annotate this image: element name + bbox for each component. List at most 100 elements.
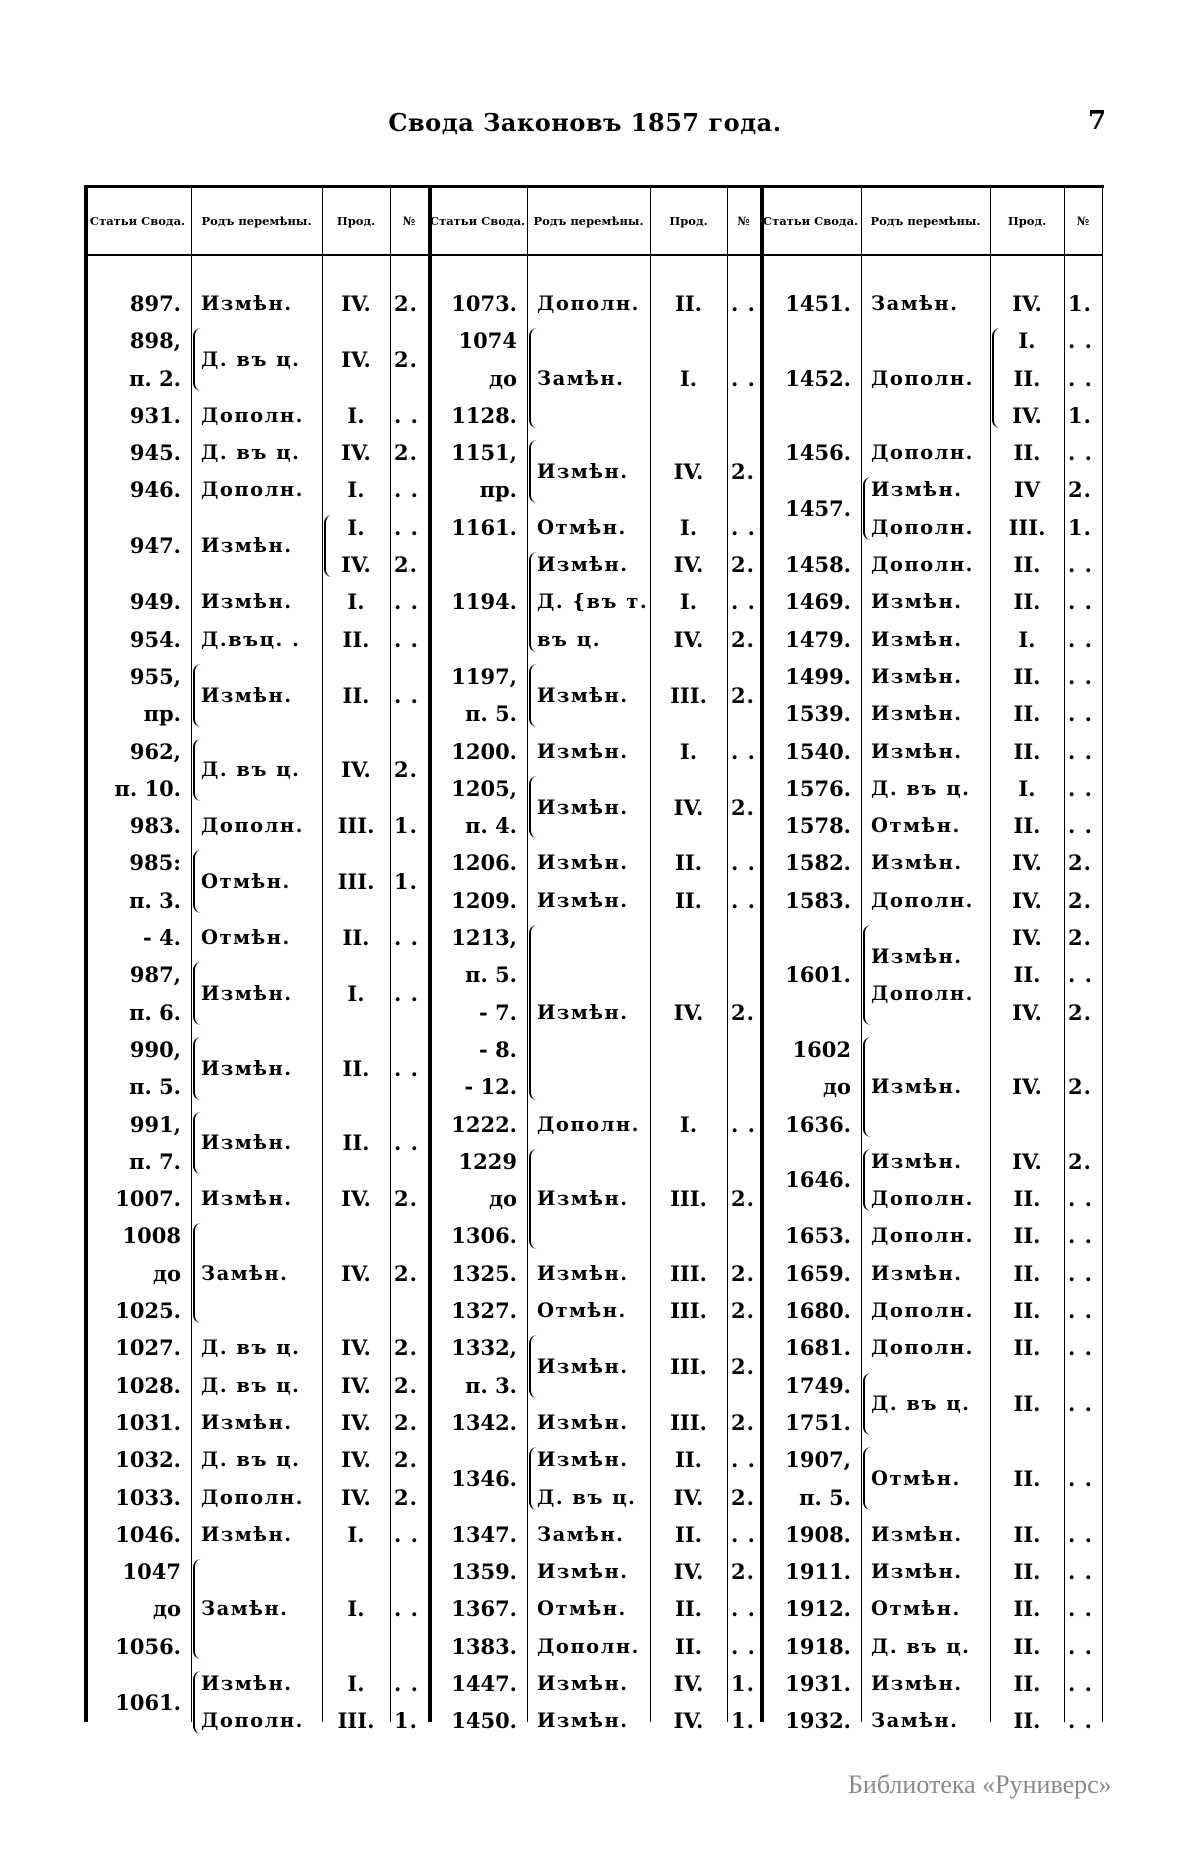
article-cell: - 4.: [84, 919, 191, 956]
article-cell: 1206.: [428, 844, 527, 881]
article-text: 1332,: [451, 1335, 517, 1361]
number-cell: . .: [390, 1031, 428, 1106]
article-cell: 991, п. 7.: [84, 1106, 191, 1181]
brace-icon: [529, 440, 537, 503]
change-type-cell: Измѣн.: [861, 1031, 990, 1143]
number-cell: . .: [727, 844, 760, 881]
prod-cell: IV.: [322, 1217, 390, 1329]
column-group-2: Статьи Свода. Родъ перемѣны. Прод. № 1073. До…: [428, 188, 760, 1733]
change-type-cell: Измѣн. Дополн.: [861, 919, 990, 1031]
change-type-cell: Измѣн. Д. {въ т. въ ц.: [527, 546, 650, 658]
number-text: 2.: [1068, 999, 1092, 1025]
change-type-text: Измѣн.: [201, 292, 293, 315]
brace-icon: [529, 552, 537, 652]
number-cell: . .: [727, 322, 760, 434]
number-cell: . .: [1064, 1516, 1102, 1553]
table-row: 1479. Измѣн. I. . .: [760, 621, 1102, 658]
change-type-text: Измѣн.: [537, 1709, 629, 1733]
number-cell: . .: [1064, 695, 1102, 732]
number-text: . .: [1068, 813, 1093, 839]
article-text: 1576.: [785, 775, 851, 801]
article-text: 991,: [129, 1111, 181, 1137]
prod-cell: I.: [990, 770, 1064, 807]
article-text: 1032.: [115, 1447, 181, 1473]
article-text: 1073.: [451, 291, 517, 316]
brace-icon: [193, 962, 201, 1025]
number-cell: . .: [727, 1106, 760, 1143]
number-cell: . .: [390, 1553, 428, 1665]
article-text: 1539.: [785, 701, 851, 727]
article-text: 1601.: [785, 962, 851, 988]
number-text: 2.: [731, 999, 755, 1025]
change-type-cell: Измѣн.: [527, 882, 650, 919]
prod-cell: II.: [322, 658, 390, 733]
prod-cell: I.: [322, 583, 390, 620]
article-text: до: [488, 365, 517, 391]
article-cell: 1342.: [428, 1404, 527, 1441]
change-type-text: Замѣн.: [871, 292, 959, 315]
change-type-text: Дополн.: [537, 1634, 640, 1658]
change-type-cell: Дополн.: [527, 1106, 650, 1143]
article-cell: 1911.: [760, 1553, 861, 1590]
prod-cell: IV. I. IV.: [650, 546, 727, 658]
change-type-cell: Дополн.: [191, 471, 322, 508]
header-number: №: [1076, 213, 1090, 228]
change-type-text: Измѣн.: [201, 981, 293, 1005]
change-type-text: Д. въ ц.: [201, 1448, 301, 1472]
change-type-text: Дополн.: [201, 403, 304, 427]
column-divider: [727, 188, 728, 1722]
table-header: Статьи Свода. Родъ перемѣны. Прод. №: [84, 188, 428, 256]
change-type-text: Д.въц. .: [201, 627, 301, 651]
number-text: 2.: [394, 757, 418, 783]
article-text: 1047: [122, 1559, 181, 1585]
change-type-text: Дополн.: [871, 888, 974, 912]
article-text: 1456.: [785, 440, 851, 466]
prod-text: II.: [342, 682, 370, 708]
number-cell: 2.: [390, 434, 428, 471]
prod-cell: I.: [650, 1106, 727, 1143]
article-text: 1582.: [785, 850, 851, 876]
article-text: - 12.: [464, 1074, 517, 1100]
prod-text: I.: [347, 514, 365, 540]
number-text: 2.: [731, 1353, 755, 1379]
prod-text: IV.: [673, 626, 704, 652]
change-type-cell: Д. въ ц.: [861, 770, 990, 807]
number-text: . .: [731, 365, 756, 391]
prod-text: I.: [347, 589, 365, 615]
article-cell: 1680.: [760, 1292, 861, 1329]
article-text: 1151,: [451, 440, 517, 466]
number-cell: . .: [390, 956, 428, 1031]
change-type-cell: Дополн.: [527, 1628, 650, 1665]
article-cell: 1931.: [760, 1665, 861, 1702]
prod-cell: I.: [322, 1553, 390, 1665]
number-text: 2.: [731, 1409, 755, 1435]
prod-cell: II.: [322, 621, 390, 658]
change-type-cell: Замѣн.: [527, 1516, 650, 1553]
number-cell: 2.: [390, 1180, 428, 1217]
change-type-text: Отмѣн.: [537, 515, 627, 539]
table-row: 1653. Дополн. II. . .: [760, 1217, 1102, 1254]
article-cell: 1033.: [84, 1479, 191, 1516]
article-text: 1918.: [785, 1633, 851, 1659]
number-text: 2.: [731, 552, 755, 578]
change-type-cell: Измѣн.: [527, 1255, 650, 1292]
article-text: 1222.: [451, 1111, 517, 1137]
change-type-text: Отмѣн.: [537, 1299, 627, 1323]
prod-cell: II.: [990, 1292, 1064, 1329]
table-row: 947. Измѣн. I. IV. . . 2.: [84, 509, 428, 584]
table-row: 1325. Измѣн. III. 2.: [428, 1255, 760, 1292]
prod-cell: IV.: [322, 1441, 390, 1478]
change-type-text: Измѣн.: [537, 1560, 629, 1584]
number-cell: 1.: [727, 1702, 760, 1739]
article-text: п. 5.: [129, 1074, 181, 1100]
prod-cell: II.: [990, 1516, 1064, 1553]
change-type-cell: Замѣн.: [191, 1217, 322, 1329]
prod-text: III.: [337, 813, 375, 839]
change-type-text: Дополн.: [871, 1336, 974, 1360]
article-text: 1031.: [115, 1409, 181, 1435]
article-text: п. 5.: [799, 1484, 851, 1510]
article-text: 1033.: [115, 1484, 181, 1510]
change-type-cell: Измѣн.: [861, 733, 990, 770]
article-text: п. 10.: [114, 775, 181, 801]
table-row: 1200. Измѣн. I. . .: [428, 733, 760, 770]
